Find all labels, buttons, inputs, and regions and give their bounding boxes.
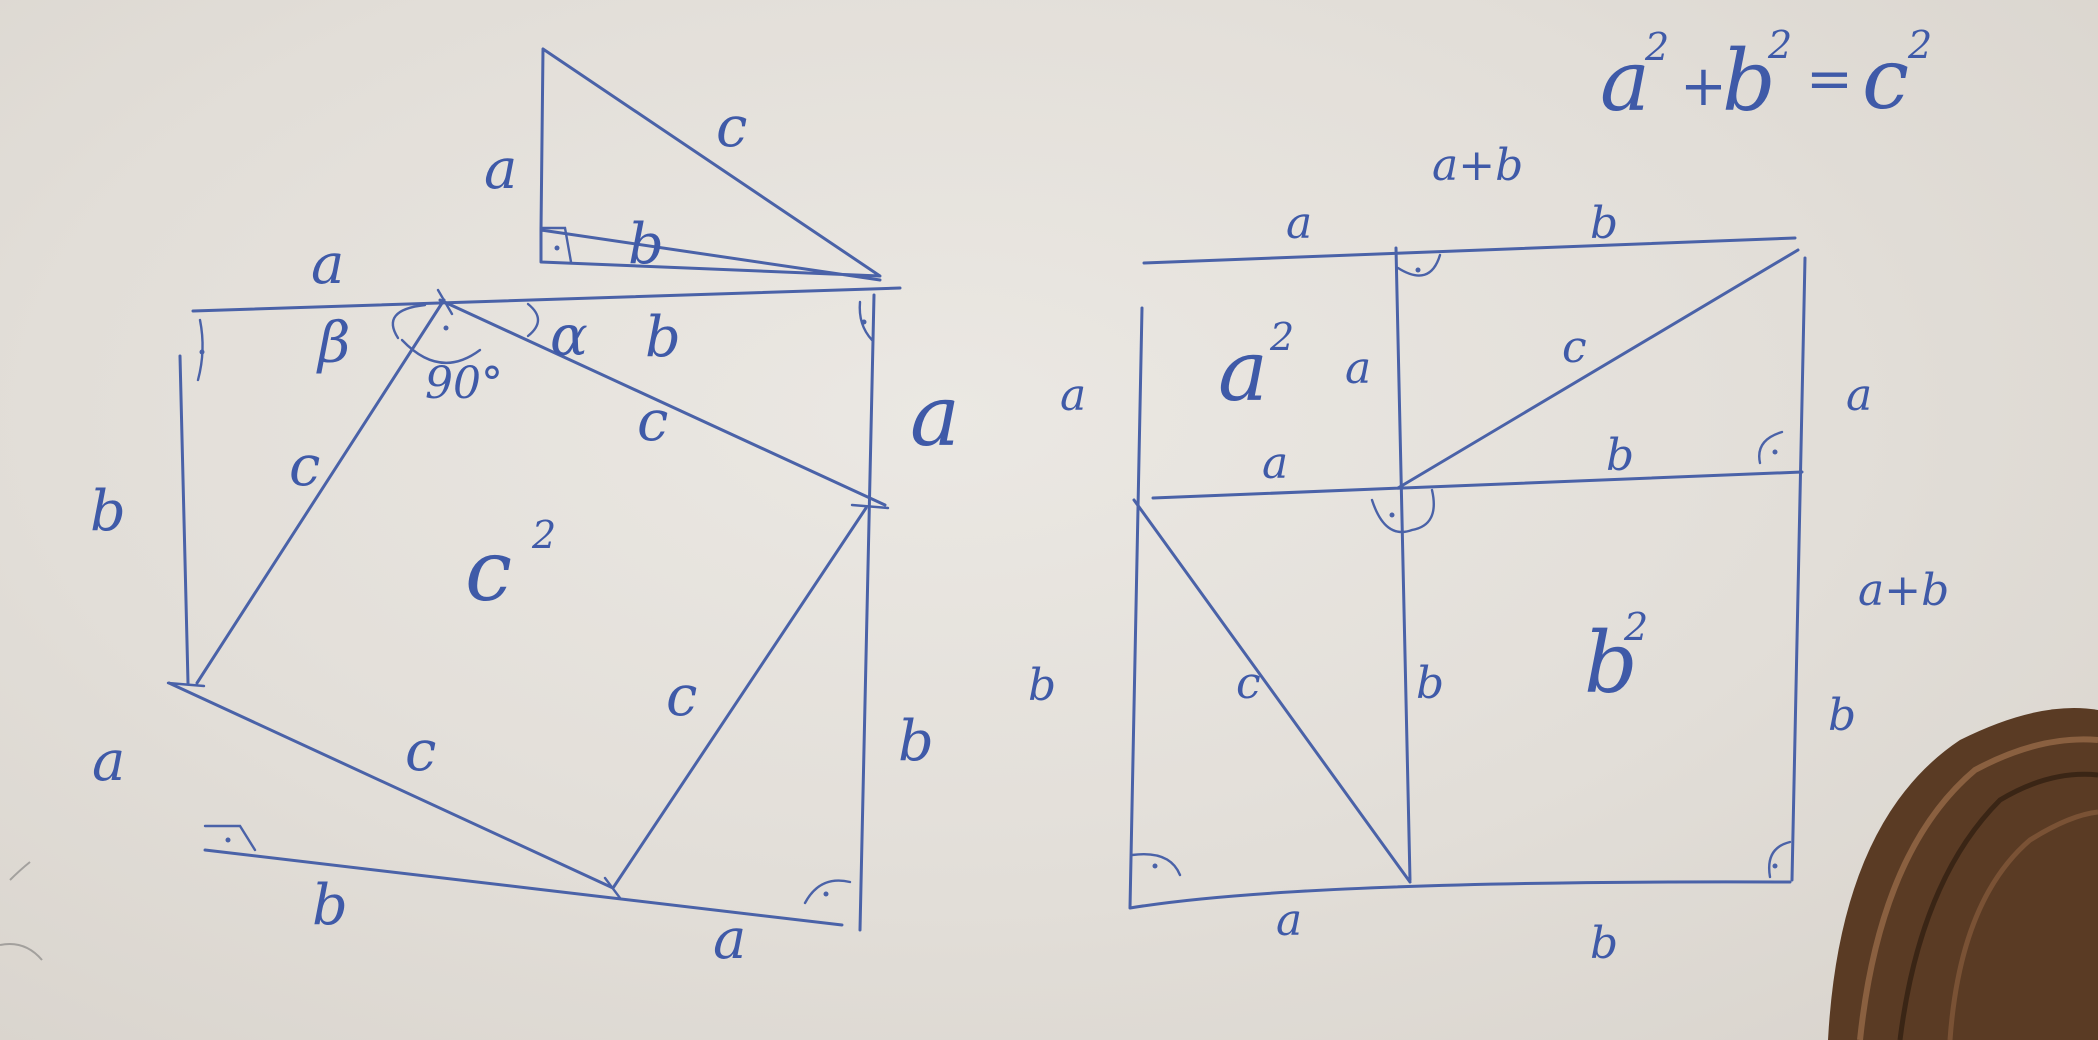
formula-plus: + — [1680, 54, 1727, 119]
right-area-a-exp: 2 — [1269, 315, 1294, 359]
left-bottom-b: b — [312, 873, 348, 938]
right-right-sum: a+b — [1858, 565, 1949, 616]
right-left-b: b — [1028, 660, 1056, 711]
right-top-sum: a+b — [1432, 140, 1523, 191]
formula-exp-b: 2 — [1767, 23, 1792, 67]
right-area-b: b — [1584, 614, 1638, 712]
left-c-4: c — [405, 719, 436, 784]
right-right-a: a — [1846, 370, 1872, 421]
right-left-a: a — [1060, 370, 1086, 421]
left-c-1: c — [289, 434, 320, 499]
left-right-b: b — [898, 709, 934, 774]
right-bottom-b: b — [1590, 918, 1618, 969]
left-square-diagram: a b β α 90° a b b a b a c c c c c 2 — [90, 232, 960, 972]
left-right-a: a — [910, 367, 960, 465]
person-head-partial — [1828, 708, 2098, 1040]
right-bottom-a: a — [1276, 895, 1302, 946]
right-c-upper: c — [1562, 322, 1587, 373]
triangle-label-a: a — [484, 137, 517, 202]
right-right-b: b — [1828, 690, 1856, 741]
angle-90: 90° — [425, 358, 503, 409]
left-area-exp: 2 — [531, 513, 556, 557]
left-area-c: c — [465, 522, 512, 620]
triangle-label-b: b — [628, 212, 664, 277]
left-c-3: c — [666, 664, 697, 729]
left-top-a: a — [311, 232, 344, 297]
right-inner-b-vertical: b — [1416, 658, 1444, 709]
right-inner-a-vertical: a — [1345, 343, 1371, 394]
triangle-label-c: c — [716, 95, 747, 160]
right-area-b-exp: 2 — [1623, 605, 1648, 649]
right-angle-mark — [539, 226, 573, 264]
formula-c: c — [1862, 30, 1909, 128]
formula-exp-a: 2 — [1644, 25, 1669, 69]
angle-alpha: α — [550, 304, 588, 369]
left-left-a: a — [92, 729, 125, 794]
pythagoras-formula: a 2 + b 2 = c 2 — [1600, 23, 1932, 130]
formula-b: b — [1722, 32, 1776, 130]
left-left-b: b — [90, 479, 126, 544]
right-inner-b-horizontal: b — [1606, 430, 1634, 481]
right-top-b: b — [1590, 198, 1618, 249]
right-square-diagram: a+b a b a b a a+b b a b a a b b c c a 2 … — [1028, 140, 1949, 969]
right-top-a: a — [1286, 198, 1312, 249]
left-c-2: c — [637, 389, 668, 454]
right-area-a: a — [1218, 322, 1268, 420]
right-c-lower: c — [1236, 658, 1261, 709]
formula-exp-c: 2 — [1907, 23, 1932, 67]
angle-beta: β — [316, 311, 350, 376]
right-inner-a-horizontal: a — [1262, 438, 1288, 489]
formula-equals: = — [1806, 47, 1853, 112]
formula-a: a — [1600, 32, 1650, 130]
left-bottom-a: a — [713, 907, 746, 972]
left-top-b: b — [645, 305, 681, 370]
reference-triangle: a c b — [484, 47, 882, 282]
